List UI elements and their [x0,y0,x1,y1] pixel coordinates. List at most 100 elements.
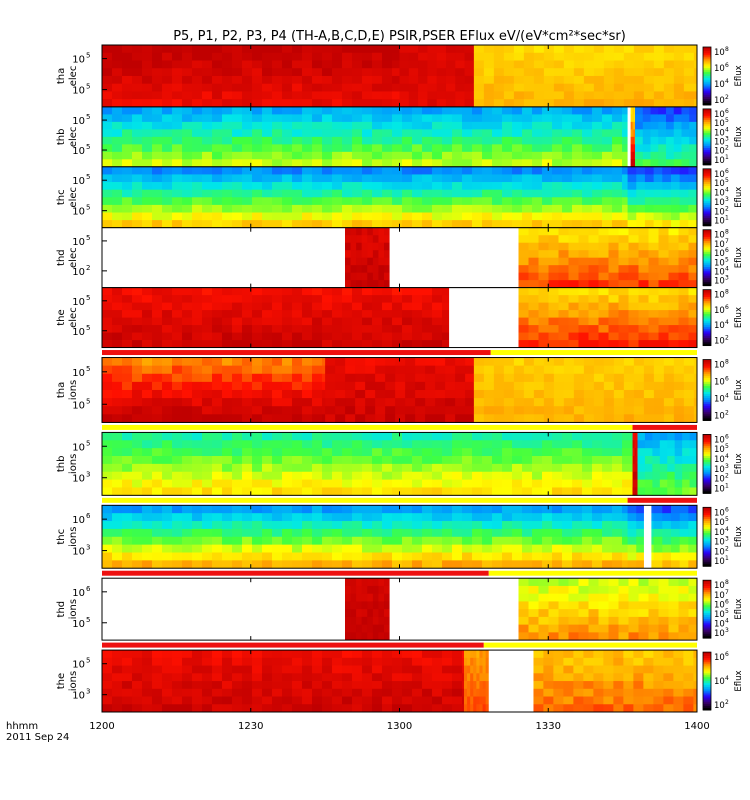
spectrogram-cell [598,310,609,318]
spectrogram-cell [562,197,573,206]
spectrogram-cell [322,544,333,553]
spectrogram-cell [668,310,679,318]
spectrogram-cell [532,204,543,213]
colorbar-tick-exponent: 6 [725,247,729,254]
spectrogram-cell [182,310,193,318]
colorbar-step [703,298,711,302]
spectrogram-cell [192,68,203,77]
spectrogram-cell [252,688,263,697]
spectrogram-cell [523,99,535,108]
spectrogram-cell [422,471,433,480]
spectrogram-cell [402,317,413,326]
spectrogram-cell [623,657,634,666]
spectrogram-cell [452,505,463,514]
spectrogram-cell [543,681,554,690]
spectrogram-cell [436,52,447,61]
spectrogram-cell [399,83,410,92]
spectrogram-cell [252,673,263,682]
spectrogram-cell [382,552,393,561]
spectrogram-cell [532,505,543,514]
spectrogram-cell [102,166,113,175]
spectrogram-cell [688,220,698,229]
spectrogram-cell [312,505,323,514]
spectrogram-cell [212,99,223,108]
spectrogram-cell [632,456,635,465]
spectrogram-cell [378,265,385,274]
spectrogram-cell [312,673,323,682]
colorbar-step [703,667,711,670]
colorbar-step [703,400,711,403]
spectrogram-cell [668,340,679,348]
spectrogram-cell [202,365,213,375]
spectrogram-cell [578,624,589,633]
colorbar-step [703,383,711,387]
spectrogram-cell [232,340,243,348]
y-tick-exponent: 5 [86,83,90,91]
spectrogram-cell [412,560,423,569]
spectrogram-cell [182,406,193,415]
spectrogram-cell [392,332,403,341]
spectrogram-cell [342,681,353,690]
spectrogram-cell [442,106,453,115]
colorbar-step [703,396,711,399]
spectrogram-cell [683,365,695,375]
spectrogram-cell [232,99,243,108]
spectrogram-cell [282,317,293,326]
spectrogram-cell [455,357,466,367]
spectrogram-cell [612,505,623,514]
spectrogram-cell [242,414,253,423]
spectrogram-cell [593,83,605,92]
spectrogram-cell [162,414,173,423]
spectrogram-cell [542,471,553,480]
spectrogram-cell [658,121,667,130]
spectrogram-cell [412,536,423,546]
spectrogram-cell [512,174,523,183]
spectrogram-cell [232,136,243,145]
spectrogram-cell [322,151,333,160]
spectrogram-cell [342,220,353,229]
colorbar-step [703,483,711,486]
spectrogram-cell [302,136,313,145]
spectrogram-cell [282,389,293,399]
spectrogram-cell [552,182,563,191]
spectrogram-cell [252,174,263,183]
spectrogram-cell [572,440,583,449]
spectrogram-cell [482,136,493,145]
spectrogram-cell [252,414,263,423]
spectrogram-cell [302,114,313,123]
spectrogram-cell [212,381,223,391]
spectrogram-cell [272,704,283,713]
spectrogram-cell [342,448,353,457]
spectrogram-cell [603,389,615,399]
spectrogram-cell [282,83,293,92]
spectrogram-cell [422,136,433,145]
spectrogram-cell [332,310,343,318]
colorbar-step [703,373,711,377]
spectrogram-cell [212,136,223,145]
spectrogram-cell [172,471,183,480]
spectrogram-cell [422,189,433,198]
spectrogram-cell [182,68,193,77]
spectrogram-cell [356,250,363,259]
spectrogram-cell [322,432,333,441]
spectrogram-cell [673,406,685,415]
spectrogram-cell [627,174,637,183]
spectrogram-cell [102,114,113,123]
colorbar-tick-exponent: 4 [725,265,729,272]
spectrogram-cell [532,513,543,522]
spectrogram-cell [292,440,303,449]
spectrogram-cell [528,632,539,641]
spectrogram-cell [252,204,263,213]
spectrogram-cell [425,414,436,423]
spectrogram-cell [222,75,233,85]
spectrogram-cell [382,317,393,326]
spectrogram-cell [222,673,233,682]
spectrogram-cell [648,632,659,641]
spectrogram-cell [242,650,253,659]
spectrogram-cell [473,650,477,659]
spectrogram-cell [212,220,223,229]
spectrogram-cell [485,696,490,705]
spectrogram-cell [112,528,123,538]
spectrogram-cell [435,398,446,407]
spectrogram-cell [252,45,263,54]
